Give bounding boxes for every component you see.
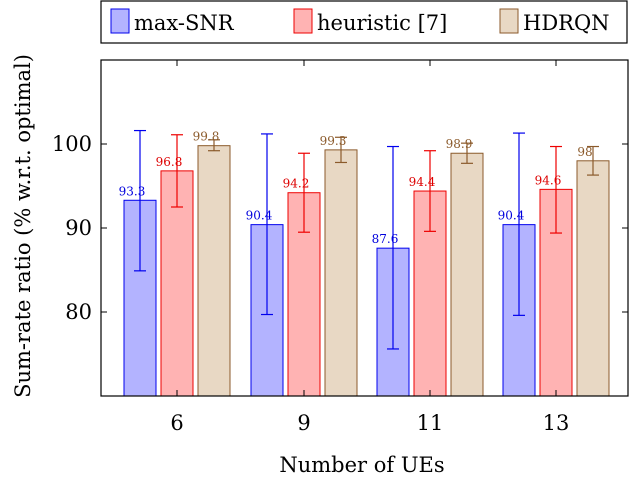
- bar-2-0: [197, 145, 231, 397]
- data-label-2-0: 99.8: [193, 130, 220, 144]
- x-tick-label: 9: [297, 411, 310, 435]
- legend-box: [100, 0, 628, 44]
- plot-area: 93.3 90.4 87.6 90.4 96.8 94.2 94.4 94.6 99.8 99.3…: [119, 130, 610, 397]
- legend-swatch-1: [293, 8, 313, 34]
- data-label-2-2: 98.9: [446, 137, 473, 151]
- data-label-2-1: 99.3: [320, 134, 347, 148]
- data-label-1-1: 94.2: [283, 177, 310, 191]
- data-label-0-3: 90.4: [498, 209, 525, 223]
- legend-label-1: heuristic [7]: [317, 11, 447, 35]
- legend-label-0: max-SNR: [134, 11, 235, 35]
- bar-2-1: [324, 149, 358, 397]
- axes: 80 90 100 6 9 11 13: [52, 59, 629, 435]
- x-axis-label: Number of UEs: [279, 453, 444, 477]
- bar-2-3: [576, 160, 610, 397]
- x-tick-label: 11: [417, 411, 444, 435]
- x-tick-label: 13: [543, 411, 570, 435]
- legend-swatch-0: [110, 8, 130, 34]
- data-label-1-3: 94.6: [535, 173, 562, 187]
- data-label-1-2: 94.4: [409, 175, 436, 189]
- data-label-0-0: 93.3: [119, 184, 146, 198]
- x-tick-label: 6: [170, 411, 183, 435]
- legend: max-SNR heuristic [7] HDRQN: [100, 0, 628, 44]
- y-axis-label: Sum-rate ratio (% w.r.t. optimal): [11, 54, 35, 398]
- data-label-1-0: 96.8: [156, 155, 183, 169]
- legend-swatch-2: [499, 8, 519, 34]
- legend-label-2: HDRQN: [523, 11, 610, 35]
- data-label-2-3: 98: [577, 145, 592, 159]
- y-tick-label: 90: [65, 216, 92, 240]
- data-label-0-2: 87.6: [372, 232, 399, 246]
- data-label-0-1: 90.4: [246, 209, 273, 223]
- y-tick-label: 100: [52, 132, 92, 156]
- y-tick-label: 80: [65, 300, 92, 324]
- bar-2-2: [450, 152, 484, 397]
